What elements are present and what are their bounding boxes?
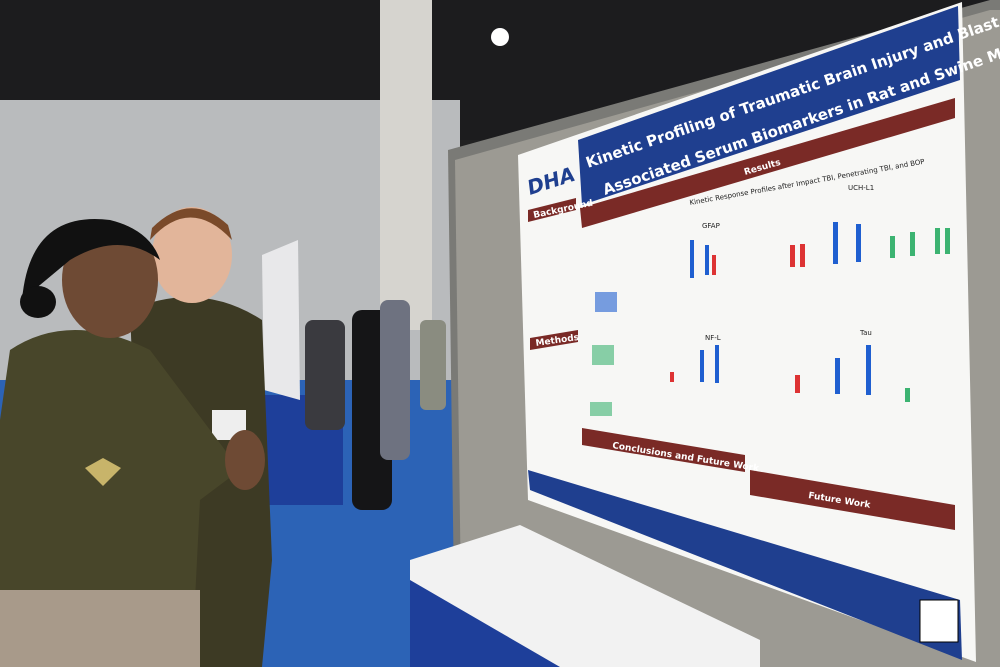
poster-charts [590, 222, 950, 416]
panel-label: GFAP [702, 222, 720, 230]
results-band [580, 98, 955, 228]
person [420, 320, 446, 410]
panel-label: NF-L [705, 334, 721, 342]
poster-header [578, 6, 960, 205]
qr-code [919, 599, 959, 643]
background-band [528, 198, 576, 222]
panel-label: UCH-L1 [848, 184, 874, 192]
ceiling-light [491, 28, 509, 46]
soldier-left [0, 219, 265, 667]
methods-band [530, 330, 578, 350]
table-skirt [410, 580, 560, 667]
person [380, 300, 410, 460]
person [305, 320, 345, 430]
conclusions-band [582, 428, 745, 472]
booth-panel [262, 240, 300, 400]
footer-band [528, 470, 962, 660]
panel-label: Tau [859, 329, 872, 337]
future-band [750, 470, 955, 530]
column [380, 0, 432, 330]
